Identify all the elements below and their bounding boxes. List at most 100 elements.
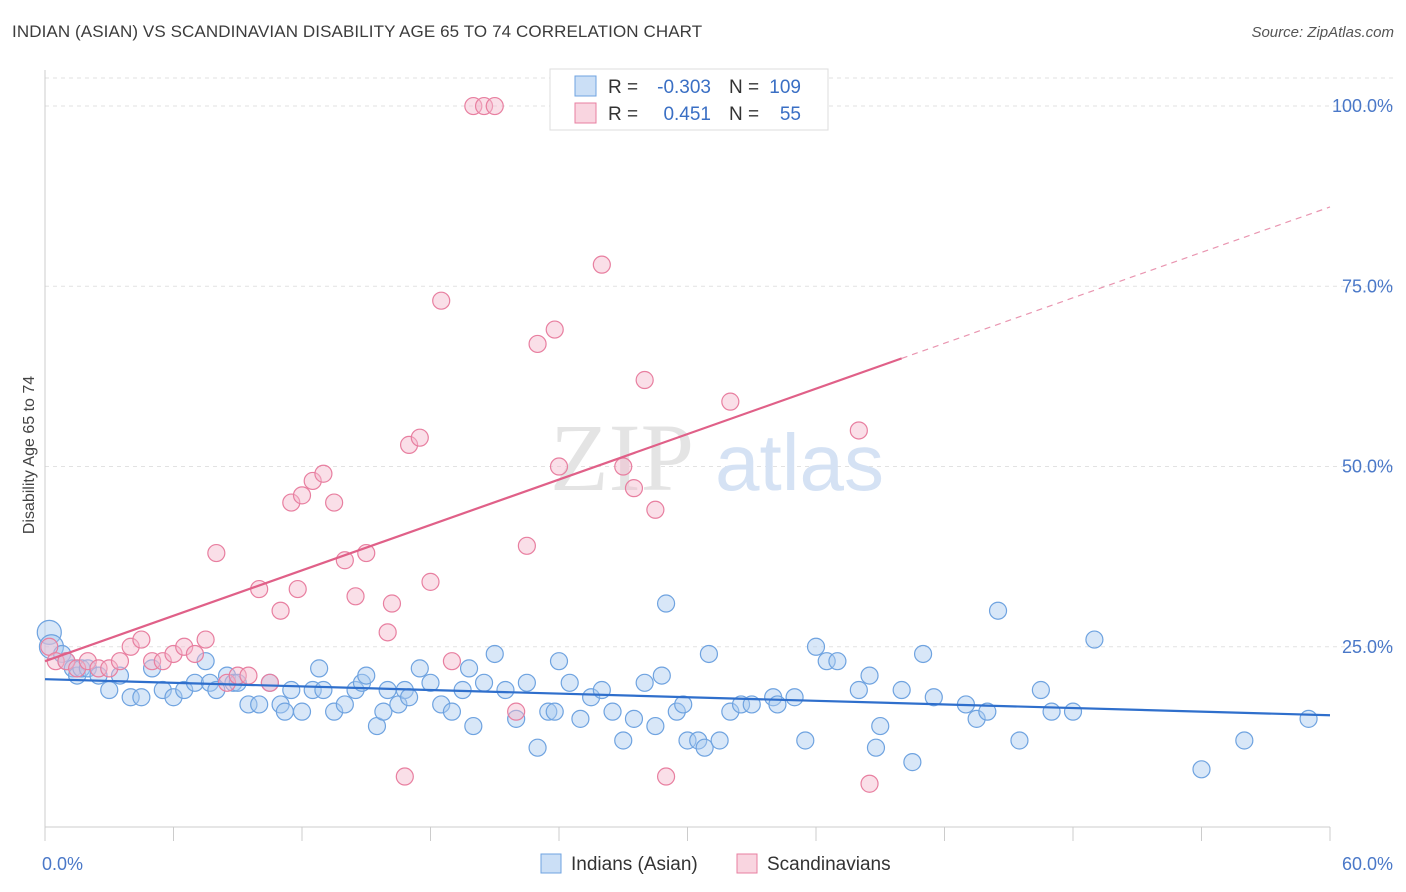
legend-n-label: N = <box>729 104 759 125</box>
indian-point <box>978 702 997 721</box>
indian-point <box>646 716 665 736</box>
scandinavian-point <box>260 673 279 692</box>
indian-point <box>817 652 836 671</box>
chart-title: INDIAN (ASIAN) VS SCANDINAVIAN DISABILIT… <box>12 22 703 41</box>
bottom-legend-swatch-0 <box>540 853 562 874</box>
indian-point <box>1063 702 1083 721</box>
bottom-legend-label-1: Scandinavians <box>767 854 891 875</box>
indian-point <box>282 680 301 700</box>
indian-point <box>549 652 569 671</box>
indian-point <box>545 702 564 721</box>
indian-point <box>667 702 686 721</box>
indian-point <box>571 709 590 728</box>
indian-point <box>421 673 440 692</box>
x-tick-label-max: 60.0% <box>1342 854 1393 874</box>
scandinavian-trend-extension <box>901 206 1331 359</box>
grid-lines <box>45 77 1395 648</box>
indian-point <box>442 702 462 721</box>
legend-r-label: R = <box>608 104 638 125</box>
legend-n-value: 109 <box>769 77 801 98</box>
y-tick-label: 100.0% <box>1332 96 1393 116</box>
scandinavian-point <box>549 457 569 476</box>
indian-point <box>292 702 312 721</box>
scandinavian-point <box>849 421 868 440</box>
scandinavian-point <box>614 457 633 476</box>
indian-point <box>239 695 258 714</box>
scandinavian-point <box>464 96 483 116</box>
indian-point <box>325 702 344 721</box>
indian-point <box>913 644 933 664</box>
scandinavian-point <box>721 392 740 411</box>
indian-point <box>78 659 97 678</box>
indian-point <box>721 702 740 721</box>
bottom-legend-swatch-1 <box>736 853 758 874</box>
indian-point <box>196 652 215 671</box>
indian-point <box>474 673 494 692</box>
indian-point <box>528 738 547 757</box>
scandinavian-point <box>303 471 322 491</box>
legend-swatch-0 <box>574 75 597 97</box>
indian-point <box>849 680 868 700</box>
scandinavian-point <box>507 702 526 721</box>
scandinavian-point <box>217 673 237 692</box>
y-tick-label: 75.0% <box>1342 276 1393 296</box>
legend-r-value: -0.303 <box>657 77 711 98</box>
indian-point <box>678 731 697 750</box>
scandinavian-point <box>646 500 665 519</box>
scandinavian-point <box>271 601 290 620</box>
indian-point <box>374 702 393 721</box>
indian-point <box>432 695 451 714</box>
watermark-atlas: atlas <box>715 418 884 507</box>
bottom-legend: Indians (Asian) Scandinavians <box>540 853 891 875</box>
scandinavian-point <box>185 644 205 664</box>
indian-point <box>871 716 890 736</box>
indian-point <box>250 695 269 714</box>
legend-swatch-1 <box>574 102 597 124</box>
indian-point <box>464 716 483 736</box>
indian-point <box>142 659 162 678</box>
indian-point <box>275 702 294 721</box>
scandinavian-point <box>288 579 307 599</box>
watermark: ZIP atlas <box>550 404 884 511</box>
indian-point <box>967 709 986 728</box>
scandinavian-point <box>624 479 644 498</box>
x-tick-label-min: 0.0% <box>42 854 83 874</box>
indian-point <box>1235 731 1254 750</box>
indian-point <box>1031 680 1050 700</box>
indian-point <box>310 659 329 678</box>
bottom-legend-label-0: Indians (Asian) <box>571 854 698 875</box>
indian-point <box>860 666 879 685</box>
indian-point <box>207 680 226 700</box>
indian-point <box>806 637 826 656</box>
trend-lines <box>44 206 1331 717</box>
indian-point <box>539 702 558 721</box>
indian-point <box>689 731 708 750</box>
indian-point <box>731 695 751 714</box>
indian-point <box>100 680 119 700</box>
indian-point <box>175 680 194 700</box>
scandinavian-point <box>153 652 172 671</box>
indian-point <box>1299 709 1318 728</box>
x-axis-labels: 0.0% 60.0% <box>42 854 1393 874</box>
indian-point <box>399 688 419 707</box>
indian-point <box>892 680 911 700</box>
indian-point <box>560 673 579 692</box>
indian-point <box>228 673 247 692</box>
scandinavian-point <box>314 464 333 483</box>
axes <box>44 70 1331 841</box>
legend: R = -0.303 N = 109 R = 0.451 N = 55 <box>549 68 829 131</box>
y-axis-title: Disability Age 65 to 74 <box>21 376 38 534</box>
indian-point <box>335 695 354 714</box>
scandinavian-point <box>399 435 419 454</box>
scandinavian-point <box>432 291 451 310</box>
indian-point <box>828 652 847 671</box>
indian-point <box>346 680 365 700</box>
indian-point <box>314 680 333 700</box>
indian-point <box>485 644 504 664</box>
indian-point <box>695 738 714 757</box>
scandinavian-point <box>89 659 108 678</box>
scandinavian-point <box>410 428 429 447</box>
scandinavian-point <box>282 493 301 512</box>
indian-point <box>496 680 515 700</box>
